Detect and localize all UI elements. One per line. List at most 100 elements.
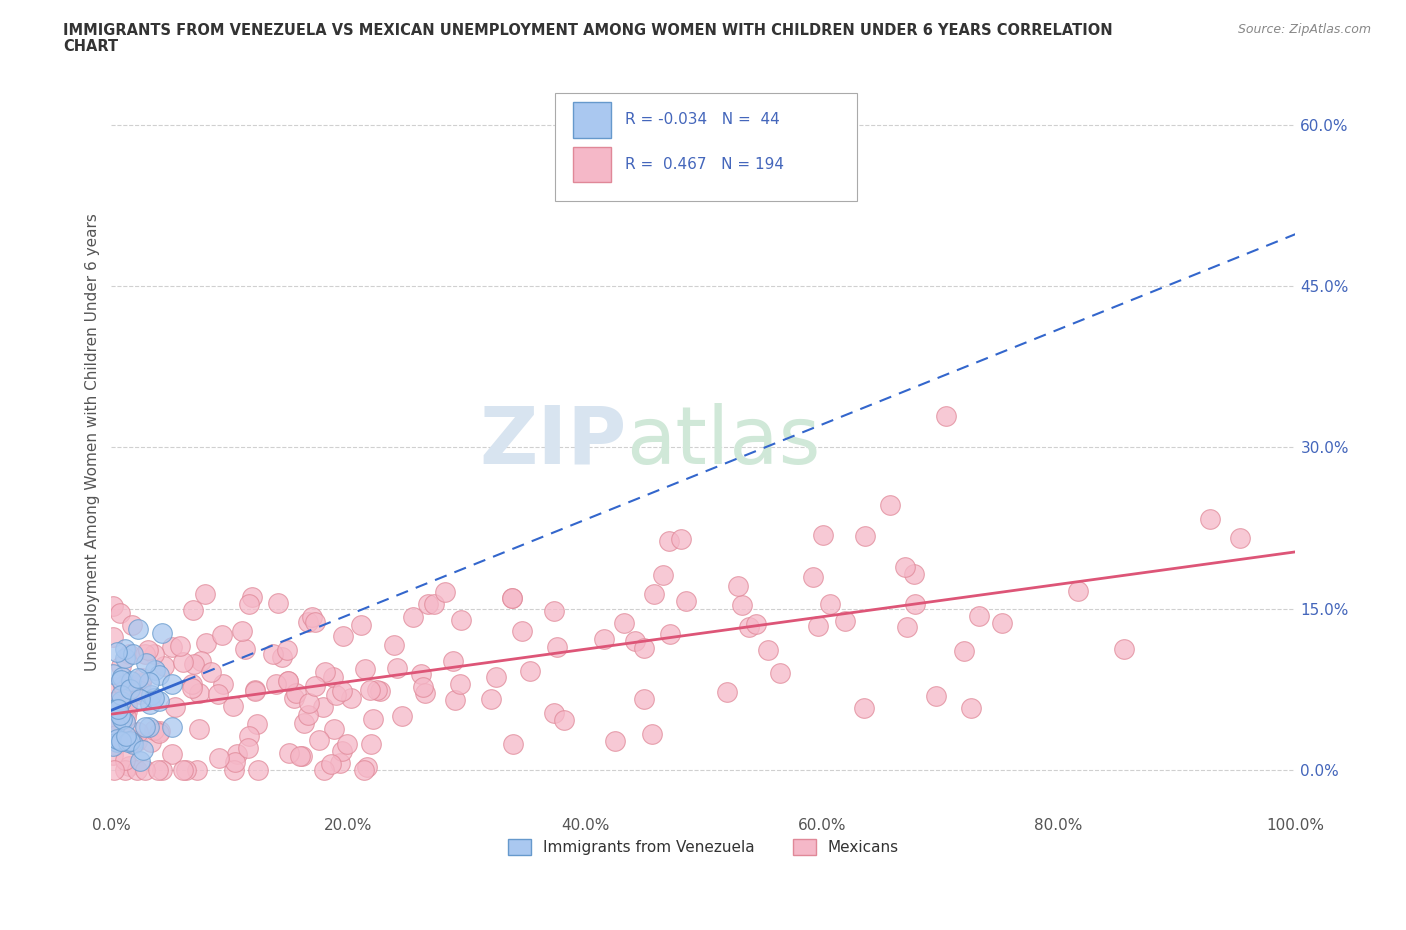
Point [330,744,353,759]
Point [150,763,173,777]
Point [115,675,138,690]
Point [416,597,439,612]
Point [101,599,124,614]
Point [128,754,150,769]
Point [104,717,127,732]
Point [510,624,533,639]
Point [114,715,136,730]
Point [188,685,211,700]
Point [669,532,692,547]
Point [283,690,305,705]
Point [834,614,856,629]
Point [501,591,523,605]
Point [322,670,344,684]
Point [110,605,132,620]
Point [271,650,294,665]
Point [879,498,901,512]
Point [769,665,792,680]
Point [288,749,311,764]
Point [246,717,269,732]
Text: R =  0.467   N = 194: R = 0.467 N = 194 [626,157,785,172]
Point [115,710,138,724]
Point [413,685,436,700]
Point [1112,642,1135,657]
Text: IMMIGRANTS FROM VENEZUELA VS MEXICAN UNEMPLOYMENT AMONG WOMEN WITH CHILDREN UNDE: IMMIGRANTS FROM VENEZUELA VS MEXICAN UNE… [63,23,1114,38]
Point [277,674,299,689]
Point [818,597,841,612]
Point [353,763,375,777]
Point [107,701,129,716]
Point [172,763,194,777]
Point [114,752,136,767]
Point [361,712,384,727]
Point [308,732,330,747]
Point [114,689,136,704]
Point [122,734,145,749]
Point [103,763,125,777]
Point [444,692,467,707]
Point [112,706,135,721]
Text: ZIP: ZIP [479,403,627,481]
Point [960,700,983,715]
Point [121,735,143,750]
Point [110,712,132,727]
Y-axis label: Unemployment Among Women with Children Under 6 years: Unemployment Among Women with Children U… [86,213,100,671]
Point [104,737,127,752]
Point [852,700,875,715]
Point [314,664,336,679]
Point [675,593,697,608]
Point [401,610,423,625]
Point [127,733,149,748]
Point [125,763,148,777]
Point [433,585,456,600]
Point [853,529,876,544]
Point [292,715,315,730]
Point [160,676,183,691]
Point [103,667,125,682]
Point [200,665,222,680]
Point [329,755,352,770]
Point [643,587,665,602]
Point [297,615,319,630]
Point [111,670,134,684]
Point [114,734,136,749]
Point [190,654,212,669]
Point [181,603,204,618]
Point [142,723,165,737]
Point [148,667,170,682]
Point [127,621,149,636]
Point [127,671,149,686]
Point [110,687,132,702]
Point [336,737,359,751]
Bar [574,147,612,182]
Point [903,566,925,581]
Point [304,678,326,693]
Point [593,631,616,646]
Point [243,684,266,698]
Point [391,709,413,724]
Point [114,763,136,777]
Point [222,698,245,713]
Point [441,654,464,669]
Point [896,619,918,634]
Point [121,618,143,632]
Point [321,756,343,771]
Point [359,683,381,698]
Point [1229,530,1251,545]
Point [148,694,170,709]
Point [101,723,124,737]
Point [738,619,761,634]
Point [266,677,288,692]
Point [142,691,165,706]
Point [128,686,150,701]
Point [208,751,231,765]
Point [801,569,824,584]
Point [450,612,472,627]
Point [101,738,124,753]
Point [479,691,502,706]
Point [107,731,129,746]
Text: Source: ZipAtlas.com: Source: ZipAtlas.com [1237,23,1371,36]
Point [186,763,208,777]
Point [727,578,749,593]
Point [238,728,260,743]
